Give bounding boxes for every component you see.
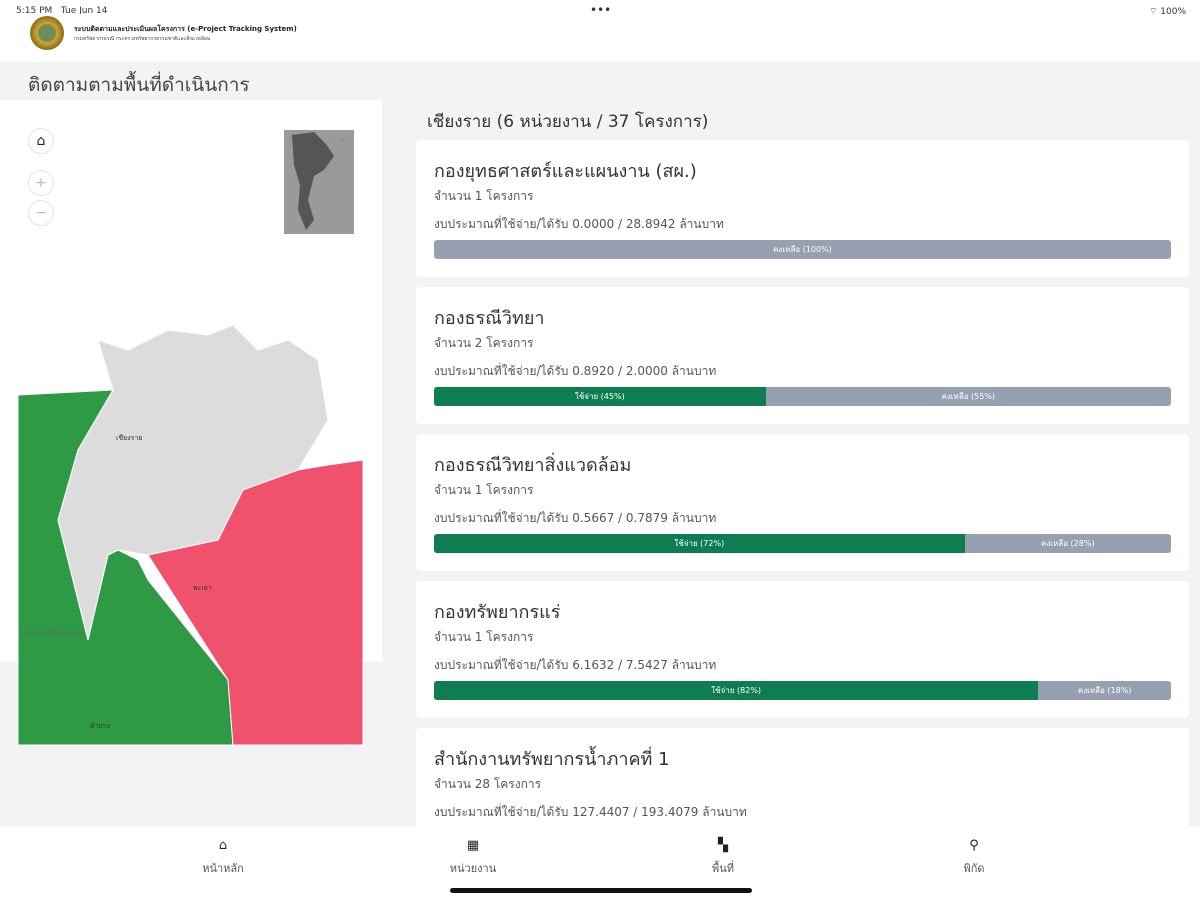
project-count: จำนวน 1 โครงการ [434, 630, 534, 644]
building-icon: ▦ [466, 838, 480, 853]
project-count: จำนวน 2 โครงการ [434, 336, 534, 350]
tab-label: พิกัด [963, 862, 985, 875]
app-header: ระบบติดตามและประเมินผลโครงการ (e-Project… [0, 14, 1200, 62]
used-segment: ใช้จ่าย (72%) [434, 534, 965, 553]
remaining-segment: คงเหลือ (18%) [1077, 686, 1132, 695]
budget-text: งบประมาณที่ใช้จ่าย/ได้รับ 0.0000 / 28.89… [434, 217, 724, 231]
tab-agencies[interactable]: ▦ หน่วยงาน [413, 838, 533, 877]
bottom-tab-bar: ⌂ หน้าหลัก ▦ หน่วยงาน ▚ พื้นที่ ⚲ พิกัด [0, 826, 1200, 900]
project-count: จำนวน 1 โครงการ [434, 483, 534, 497]
map-label: เชียงราย [116, 434, 142, 442]
zoom-out-button[interactable]: − [28, 200, 54, 226]
tab-home[interactable]: ⌂ หน้าหลัก [163, 838, 283, 877]
tab-coordinates[interactable]: ⚲ พิกัด [914, 838, 1034, 877]
minimap-thailand[interactable] [284, 130, 354, 234]
map-region-red [147, 459, 364, 746]
department-logo [30, 16, 64, 50]
tab-area[interactable]: ▚ พื้นที่ [663, 838, 783, 877]
agency-name: กองธรณีวิทยา [434, 308, 545, 329]
status-time: 5:15 PM Tue Jun 14 [16, 6, 108, 16]
page-title: ติดตามตามพื้นที่ดำเนินการ [28, 74, 250, 96]
province-map[interactable]: เชียงราย พะเยา ลำปาง [18, 320, 368, 750]
chevron-down-icon[interactable]: ⌄ [338, 130, 349, 144]
tab-label: พื้นที่ [711, 862, 735, 875]
home-icon: ⌂ [36, 133, 46, 149]
remaining-segment: คงเหลือ (28%) [1041, 539, 1095, 548]
used-segment: ใช้จ่าย (45%) [434, 387, 766, 406]
budget-text: งบประมาณที่ใช้จ่าย/ได้รับ 6.1632 / 7.542… [434, 658, 717, 672]
budget-progress-bar: คงเหลือ (100%) [434, 240, 1171, 259]
map-card: ⌂ + − ⌄ เชียงราย พะเยา ลำปาง JS map by a… [0, 100, 382, 746]
map-home-button[interactable]: ⌂ [28, 128, 54, 154]
tab-label: หน่วยงาน [449, 862, 497, 875]
agency-name: สำนักงานทรัพยากรน้ำภาคที่ 1 [434, 749, 670, 770]
pin-icon: ⚲ [969, 838, 979, 853]
map-label: พะเยา [193, 584, 212, 592]
remaining-segment: คงเหลือ (100%) [773, 245, 832, 254]
project-count: จำนวน 28 โครงการ [434, 777, 542, 791]
agency-name: กองทรัพยากรแร่ [434, 602, 561, 623]
agency-card[interactable]: กองทรัพยากรแร่ จำนวน 1 โครงการ งบประมาณท… [416, 581, 1189, 718]
agency-card[interactable]: กองยุทธศาสตร์และแผนงาน (สผ.) จำนวน 1 โคร… [416, 140, 1189, 277]
agency-name: กองธรณีวิทยาสิ่งแวดล้อม [434, 455, 632, 476]
remaining-segment: คงเหลือ (55%) [941, 392, 996, 401]
budget-progress-bar: ใช้จ่าย (72%) คงเหลือ (28%) [434, 534, 1171, 553]
app-subtitle: กรมทรัพยากรธรณี กระทรวงทรัพยากรธรรมชาติแ… [74, 36, 211, 42]
map-icon: ▚ [718, 838, 728, 853]
budget-text: งบประมาณที่ใช้จ่าย/ได้รับ 0.8920 / 2.000… [434, 364, 717, 378]
used-segment: ใช้จ่าย (82%) [434, 681, 1039, 700]
plus-icon: + [35, 175, 47, 191]
budget-text: งบประมาณที่ใช้จ่าย/ได้รับ 127.4407 / 193… [434, 805, 747, 819]
map-label: ลำปาง [90, 722, 110, 730]
budget-text: งบประมาณที่ใช้จ่าย/ได้รับ 0.5667 / 0.787… [434, 511, 717, 525]
budget-progress-bar: ใช้จ่าย (45%) คงเหลือ (55%) [434, 387, 1171, 406]
home-indicator[interactable] [450, 888, 752, 893]
battery-indicator: ⌔ 100% [1148, 7, 1186, 17]
budget-progress-bar: ใช้จ่าย (82%) คงเหลือ (18%) [434, 681, 1171, 700]
app-title: ระบบติดตามและประเมินผลโครงการ (e-Project… [74, 25, 297, 33]
tab-label: หน้าหลัก [202, 862, 244, 875]
multitask-dots[interactable]: ••• [590, 3, 612, 17]
agency-card[interactable]: กองธรณีวิทยาสิ่งแวดล้อม จำนวน 1 โครงการ … [416, 434, 1189, 571]
agency-card[interactable]: กองธรณีวิทยา จำนวน 2 โครงการ งบประมาณที่… [416, 287, 1189, 424]
home-icon: ⌂ [218, 838, 228, 853]
region-heading: เชียงราย (6 หน่วยงาน / 37 โครงการ) [427, 112, 709, 132]
zoom-in-button[interactable]: + [28, 170, 54, 196]
agency-name: กองยุทธศาสตร์และแผนงาน (สผ.) [434, 161, 697, 182]
minus-icon: − [35, 205, 47, 221]
map-attribution[interactable]: JS map by amCharts [24, 630, 86, 637]
project-count: จำนวน 1 โครงการ [434, 189, 534, 203]
